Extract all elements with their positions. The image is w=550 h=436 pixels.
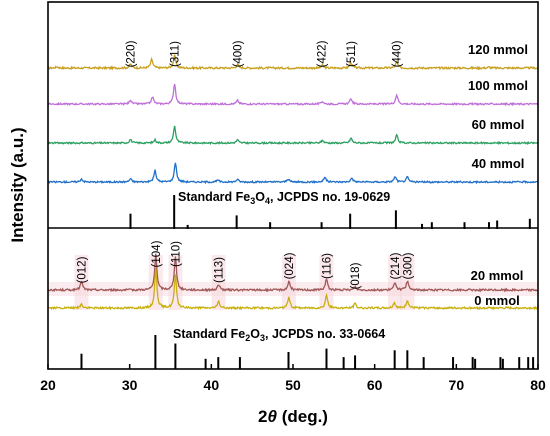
upper-peak-label-0: (220) — [125, 40, 137, 67]
upper-series-0 — [48, 54, 539, 71]
upper-series-label-0: 120 mmol — [468, 42, 528, 57]
upper-peak-label-2: (400) — [232, 40, 244, 67]
upper-series-label-3: 40 mmol — [472, 156, 525, 171]
upper-series-label-2: 60 mmol — [472, 117, 525, 132]
lower-peak-label-0: (012) — [76, 256, 88, 283]
upper-peak-label-3: (422) — [317, 40, 329, 67]
x-tick-label-6: 80 — [530, 377, 546, 393]
lower-peak-label-8: (300) — [402, 252, 414, 279]
series-traces — [47, 54, 539, 311]
peak-labels: 120 mmol 100 mmol 60 mmol 40 mmol 20 mmol 0 m… — [76, 40, 528, 308]
x-tick-label-3: 50 — [285, 377, 301, 393]
upper-series-label-1: 100 mmol — [468, 78, 528, 93]
highlight-band-5 — [319, 255, 334, 310]
x-tick-label-5: 70 — [449, 377, 465, 393]
lower-peak-label-2: (110) — [170, 241, 182, 267]
lower-peak-label-4: (024) — [284, 252, 296, 279]
lower-peak-label-5: (116) — [321, 253, 333, 279]
lower-series-1 — [47, 267, 539, 311]
x-tick-label-4: 60 — [367, 377, 383, 393]
upper-peak-label-5: (440) — [392, 40, 404, 67]
y-axis-title: Intensity (a.u.) — [8, 127, 27, 242]
lower-peak-label-6: (018) — [350, 262, 362, 289]
lower-series-label-1: 0 mmol — [474, 293, 520, 308]
x-axis-title: 2θ (deg.) — [258, 407, 328, 426]
upper-series-1 — [47, 83, 539, 107]
x-axis-ticks: 20 30 40 50 60 70 80 — [40, 364, 546, 393]
lower-series-label-0: 20 mmol — [471, 268, 524, 283]
reference-lines — [80, 195, 535, 369]
x-tick-label-1: 30 — [122, 377, 138, 393]
highlight-band-1 — [148, 255, 163, 310]
plot-frame — [47, 1, 539, 370]
upper-reference-label: Standard Fe3O4, JCPDS no. 19-0629 — [178, 190, 390, 206]
x-tick-label-0: 20 — [40, 377, 56, 393]
lower-peak-label-7: (214) — [390, 252, 402, 279]
lower-peak-label-3: (113) — [214, 257, 226, 283]
lower-reference-label: Standard Fe2O3, JCPDS no. 33-0664 — [173, 327, 385, 343]
upper-series-3 — [47, 162, 539, 185]
upper-peak-label-1: (311) — [170, 41, 182, 67]
x-tick-label-2: 40 — [204, 377, 220, 393]
lower-peak-label-1: (104) — [151, 240, 163, 267]
lower-series-0 — [47, 253, 539, 293]
highlight-band-2 — [168, 255, 183, 310]
upper-peak-label-4: (511) — [346, 41, 358, 67]
upper-series-2 — [48, 125, 539, 146]
highlight-band-3 — [211, 255, 226, 310]
